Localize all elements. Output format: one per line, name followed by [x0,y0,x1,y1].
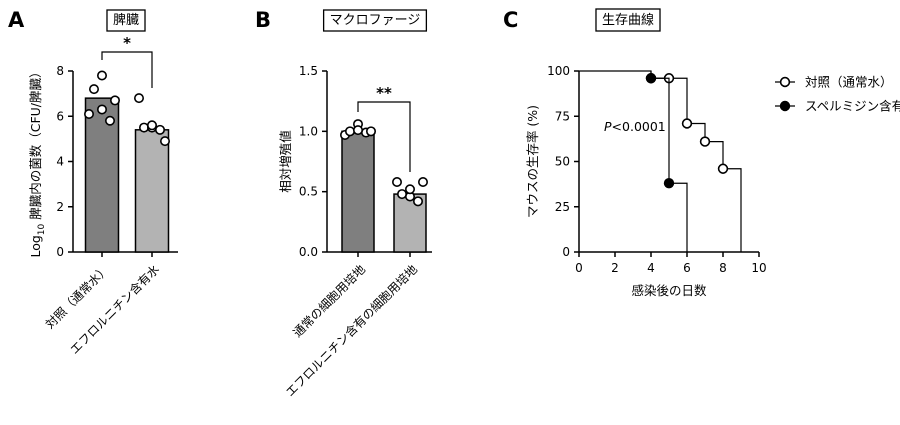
data-point [110,95,121,106]
data-point [134,93,145,104]
y-axis-label: Log10 脾臓内の菌数（CFU/脾臓） [28,65,47,257]
y-tick-label: 0.0 [299,245,318,259]
data-point [105,115,116,126]
data-point [417,177,428,188]
title-box [106,9,146,32]
legend-label: スペルミジン含有水 [805,99,900,114]
data-point [717,163,729,174]
y-axis-label-prefix: Log [28,235,43,257]
y-tick-label: 4 [56,155,64,169]
title-box [595,8,661,32]
chart-title: 生存曲線 [602,12,654,28]
data-point [681,118,693,129]
p-value-symbol: P [604,119,612,134]
y-tick-label: 75 [555,109,570,123]
data-point [663,178,675,189]
panel-letter: A [8,8,25,32]
data-point [352,125,363,136]
panel-b: B マクロファージ0.00.51.01.5通常の細胞用培地エフロルニチン含有の細胞… [255,8,432,399]
bar [341,130,375,253]
chart-title: 脾臓 [113,13,139,28]
significance-bracket [357,101,411,172]
legend-marker [779,100,791,112]
data-point [97,104,108,115]
title-box [322,9,428,32]
data-point [147,120,158,131]
x-tick-label: 10 [751,261,766,275]
x-tick-label: 0 [575,261,583,275]
y-axis-label-text: 脾臓内の菌数（CFU/脾臓） [28,65,43,223]
data-point [160,136,171,147]
x-tick-label: 4 [647,261,655,275]
data-point [391,177,402,188]
significance-label: ** [376,84,392,102]
legend-marker [779,76,791,88]
y-tick-label: 0 [56,245,64,259]
p-value-annotation: P<0.0001 [604,119,666,134]
y-axis-label: 相対増殖値 [278,130,293,193]
data-point [645,73,657,84]
data-point [155,124,166,135]
panel-letter: C [503,8,518,32]
survival-line [579,70,742,252]
data-point [97,70,108,81]
y-tick-label: 1.0 [299,124,318,138]
y-tick-label: 50 [555,155,570,169]
bar [134,129,170,253]
p-value-text: <0.0001 [612,119,666,134]
data-point [84,108,95,119]
y-tick-label: 0 [562,245,570,259]
data-point [365,126,376,137]
category-label: エフロルニチン含有水 [67,262,162,357]
data-point [412,196,423,207]
legend-label: 対照（通常水） [805,75,893,90]
data-point [404,184,415,195]
y-axis-label-subscript: 10 [37,223,47,235]
y-tick-label: 6 [56,109,64,123]
data-point [139,122,150,133]
x-tick-label: 6 [683,261,691,275]
panel-letter: B [255,8,271,32]
y-tick-label: 2 [56,200,64,214]
data-point [344,126,355,137]
y-axis-label: マウスの生存率 (%) [525,105,540,218]
data-point [89,84,100,95]
y-tick-label: 100 [547,64,570,78]
chart-title: マクロファージ [330,13,421,28]
y-tick-label: 8 [56,64,64,78]
x-tick-label: 8 [719,261,727,275]
survival-line [650,71,688,252]
data-point [699,136,711,147]
panel-c: C 生存曲線 0 25 50 75 100 0 2 4 6 8 10 感染後の日数 マウスの生存率 (%) 対… [503,8,900,298]
y-tick-label: 1.5 [299,64,318,78]
data-point [396,189,407,200]
y-tick-label: 0.5 [299,185,318,199]
y-tick-label: 25 [555,200,570,214]
x-tick-label: 2 [611,261,619,275]
x-axis-label: 感染後の日数 [631,283,707,298]
significance-bracket [101,51,153,88]
significance-label: * [123,34,131,52]
